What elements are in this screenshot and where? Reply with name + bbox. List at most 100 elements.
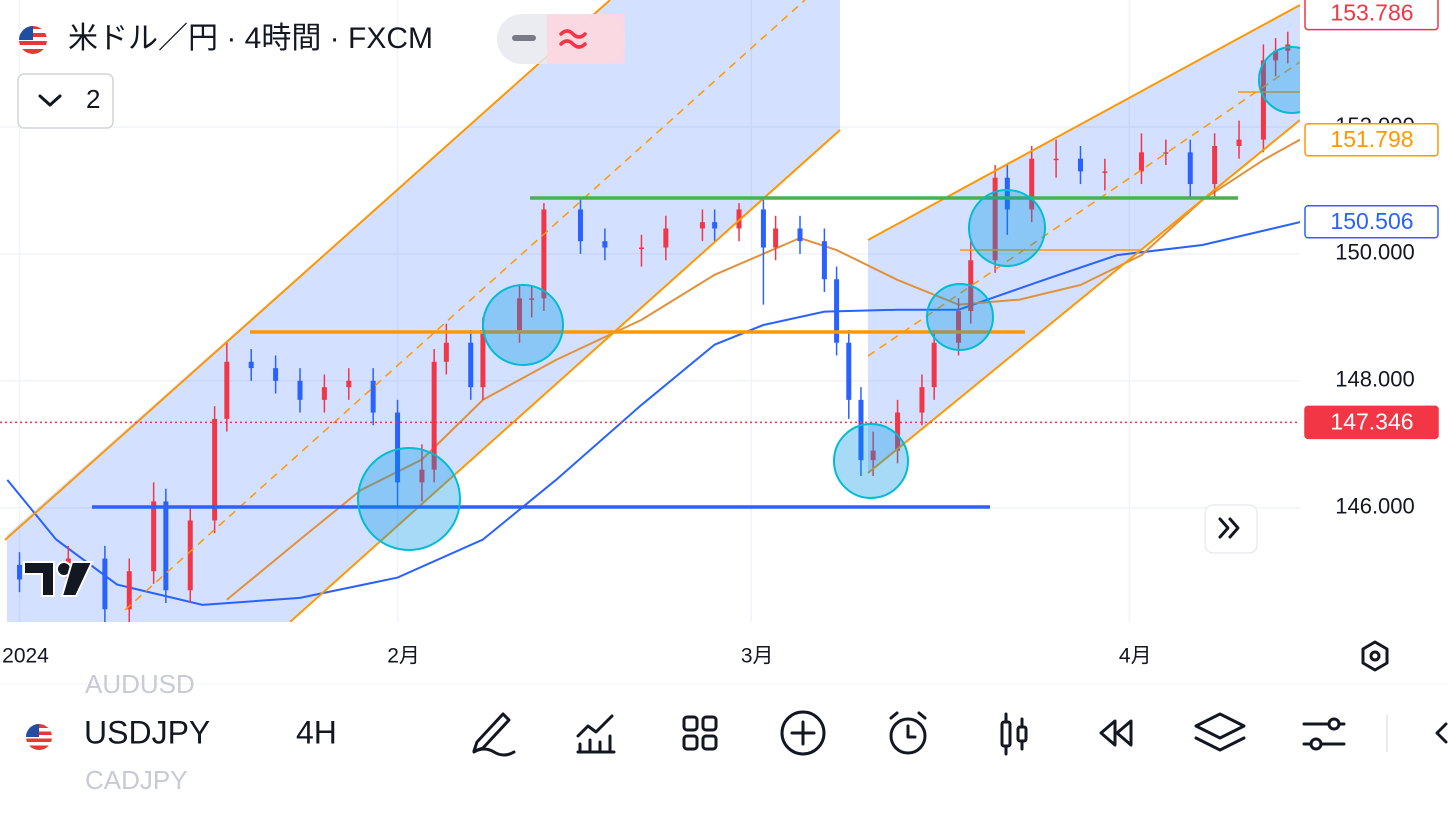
price-labels: 153.786 151.798 150.506 147.346 (0, 0, 1439, 440)
chevron-icon (38, 94, 62, 107)
candle-body (1212, 145, 1218, 185)
price-label-box (1304, 123, 1439, 157)
indicators-icon[interactable] (576, 714, 616, 754)
candle-body (346, 380, 352, 388)
symbol-ghost: CADJPY (85, 765, 188, 795)
candle-body (480, 330, 486, 388)
candle-body (858, 399, 864, 461)
y-tick-label: 146.000 (1335, 494, 1415, 519)
channel-fill (868, 5, 1300, 473)
circles (357, 46, 1300, 551)
candle-body (1029, 158, 1035, 210)
candle-body (577, 209, 583, 242)
toolbar-icons (472, 710, 1448, 757)
candle-body (248, 361, 254, 369)
alert-icon[interactable] (889, 711, 927, 755)
circle (482, 284, 564, 366)
candle-body (517, 298, 523, 331)
moving-average (6, 221, 1300, 606)
candle-body (834, 279, 840, 343)
circle (833, 423, 909, 499)
collapse-icon[interactable] (1435, 722, 1448, 744)
y-tick-label: 148.000 (1335, 367, 1415, 392)
candle-body (468, 342, 474, 388)
channel-line (289, 129, 841, 622)
candle-body (102, 558, 108, 610)
candle-body (17, 564, 23, 580)
x-tick-label: 3月 (741, 645, 774, 668)
channel-line (4, 0, 611, 541)
symbol[interactable]: USDJPY (84, 714, 210, 750)
layout-icon[interactable] (682, 715, 718, 751)
indicator-count: 2 (86, 84, 100, 114)
candle-body (273, 368, 279, 381)
candles-icon[interactable] (1000, 712, 1028, 756)
candle-body (699, 222, 705, 229)
price-label: 147.346 (1330, 408, 1413, 434)
symbol-ghost: AUDUSD (85, 669, 195, 699)
candle-body (1138, 152, 1144, 172)
interval[interactable]: 4H (296, 714, 337, 750)
candle-body (212, 418, 218, 521)
channel-fills (7, 0, 1300, 622)
double-chevron-icon (1218, 517, 1240, 539)
candle-body (1163, 152, 1169, 154)
candle-body (992, 177, 998, 261)
candle-body (821, 241, 827, 280)
channel-line (867, 4, 1300, 241)
candle-body (846, 342, 852, 400)
moving-average (226, 138, 1300, 601)
price-axis (1300, 0, 1448, 622)
candle-body (1187, 152, 1193, 185)
candle-body (224, 361, 230, 419)
settings-sliders-icon[interactable] (1302, 717, 1346, 751)
candle-body (419, 469, 425, 483)
price-label: 151.798 (1330, 126, 1413, 152)
candle-body (297, 380, 303, 400)
candle-body (529, 298, 535, 300)
symbol-title: 米ドル／円 · 4時間 · FXCM (68, 22, 433, 55)
approx-icon (559, 29, 587, 49)
add-icon[interactable] (780, 710, 826, 756)
x-tick-label: 2024 (2, 645, 49, 668)
candle-body (126, 571, 132, 610)
price-label-box (1304, 205, 1439, 239)
channel-line (867, 119, 1300, 474)
channel-midline (124, 0, 806, 611)
candle-body (1004, 177, 1010, 210)
candle-body (760, 209, 766, 248)
candle-body (541, 209, 547, 299)
price-label-box (1304, 0, 1439, 31)
candle-body (163, 501, 169, 591)
pill-alert[interactable] (547, 14, 625, 64)
flag-icon (26, 724, 52, 750)
replay-icon[interactable] (1099, 719, 1133, 747)
scroll-to-end-button[interactable] (1204, 504, 1258, 554)
price-label: 153.786 (1330, 0, 1413, 26)
candle-body (395, 412, 401, 483)
candle-body (1273, 50, 1279, 61)
x-tick-label: 4月 (1119, 645, 1152, 668)
candle-body (870, 450, 876, 461)
draw-icon[interactable] (472, 712, 516, 757)
layers-icon[interactable] (1194, 712, 1246, 752)
grid (0, 0, 1300, 622)
candle-body (187, 520, 193, 591)
candle-body (736, 209, 742, 229)
candle-body (1260, 60, 1266, 140)
candle-body (797, 228, 803, 242)
y-tick-label: 150.000 (1335, 240, 1415, 265)
candle-body (919, 387, 925, 413)
candle-body (663, 228, 669, 248)
candle-body (370, 380, 376, 413)
candle-body (443, 342, 449, 362)
indicator-toggle[interactable] (17, 73, 114, 129)
price-label-box (1304, 405, 1439, 440)
logo (23, 561, 94, 597)
price-label: 150.506 (1330, 208, 1413, 234)
circle (926, 283, 994, 351)
candle-body (1053, 158, 1059, 161)
settings-icon[interactable] (1361, 640, 1389, 672)
